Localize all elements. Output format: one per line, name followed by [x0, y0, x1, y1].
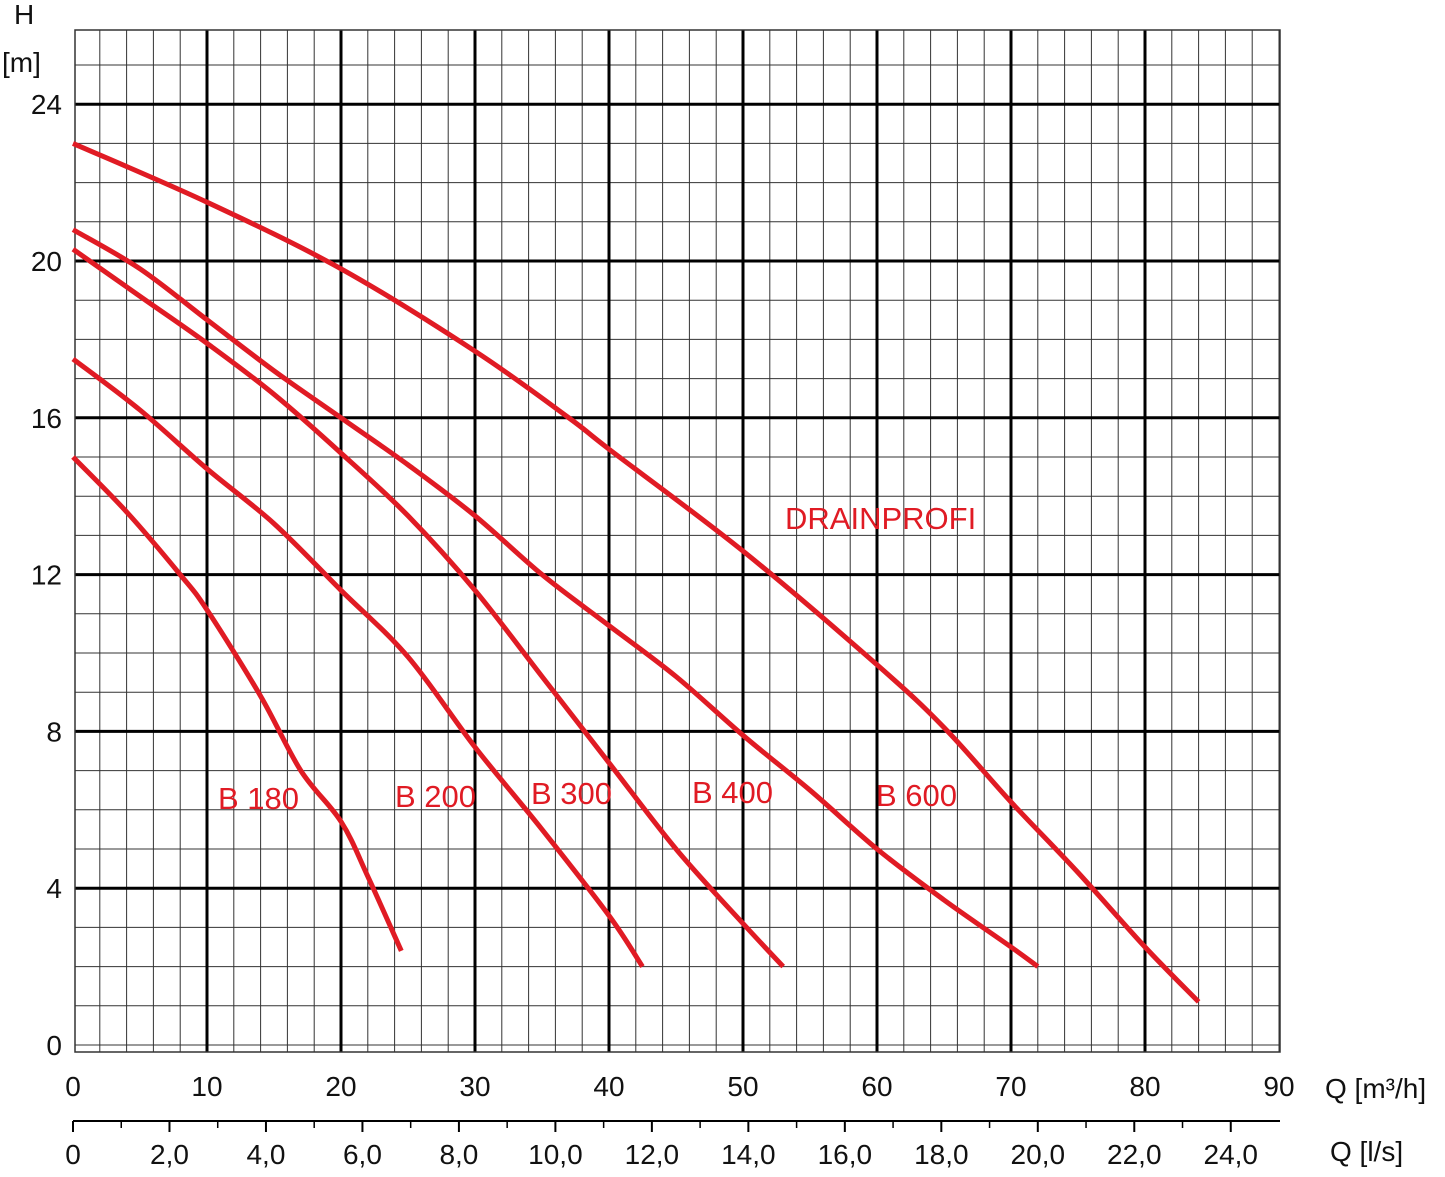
- x-tick-label: 70: [995, 1071, 1026, 1102]
- x-tick-label: 30: [459, 1071, 490, 1102]
- x-tick-label: 40: [593, 1071, 624, 1102]
- labels: H [m] Q [m³/h] Q [l/s] DRAINPROFI 0 4 8 12 1…: [2, 0, 1426, 1170]
- x2-tick-label: 8,0: [439, 1139, 478, 1170]
- x2-tick-label: 18,0: [914, 1139, 969, 1170]
- x-tick-label: 60: [861, 1071, 892, 1102]
- pump-curves: [71, 141, 1201, 1004]
- x-tick-label: 10: [191, 1071, 222, 1102]
- axes: [72, 29, 1281, 1132]
- x2-tick-label: 16,0: [818, 1139, 873, 1170]
- y-tick-label: 4: [46, 873, 62, 904]
- x-tick-label: 50: [727, 1071, 758, 1102]
- curve-label-b-600: B 600: [876, 778, 957, 813]
- x2-axis-title: Q [l/s]: [1330, 1136, 1403, 1167]
- y-tick-label: 0: [46, 1030, 62, 1061]
- y-tick-label: 20: [31, 246, 62, 277]
- x2-tick-label: 14,0: [721, 1139, 776, 1170]
- x2-tick-label: 6,0: [343, 1139, 382, 1170]
- curve-label-b-400: B 400: [692, 775, 773, 810]
- annotation-drainprofi: DRAINPROFI: [785, 501, 976, 536]
- x2-tick-label: 0: [65, 1139, 81, 1170]
- x-axis-title: Q [m³/h]: [1325, 1073, 1426, 1104]
- y-tick-label: 16: [31, 403, 62, 434]
- x2-tick-label: 20,0: [1011, 1139, 1066, 1170]
- y-axis-title: H: [14, 0, 34, 30]
- curve-b-180: [71, 455, 404, 952]
- x2-tick-label: 10,0: [528, 1139, 583, 1170]
- curve-label-b-180: B 180: [218, 781, 299, 816]
- x2-tick-label: 2,0: [150, 1139, 189, 1170]
- curve-b-200: [71, 357, 645, 968]
- x-tick-label: 20: [325, 1071, 356, 1102]
- y-tick-label: 12: [31, 560, 62, 591]
- curve-label-b-300: B 300: [531, 776, 612, 811]
- major-grid: [75, 30, 1280, 1052]
- x2-tick-label: 24,0: [1204, 1139, 1259, 1170]
- x2-tick-label: 4,0: [246, 1139, 285, 1170]
- curve-label-b-200: B 200: [395, 779, 476, 814]
- x2-tick-label: 22,0: [1107, 1139, 1162, 1170]
- plot-frame: [74, 29, 1281, 1053]
- x-tick-label: 90: [1263, 1071, 1294, 1102]
- y-tick-label: 24: [31, 89, 62, 120]
- curve-b-400: [71, 227, 1040, 969]
- x-tick-label: 0: [65, 1071, 81, 1102]
- curve-b-300: [71, 247, 786, 969]
- minor-grid: [75, 30, 1280, 1052]
- y-axis-unit: [m]: [2, 47, 41, 78]
- x2-tick-label: 12,0: [625, 1139, 680, 1170]
- x-tick-label: 80: [1129, 1071, 1160, 1102]
- curve-b-600: [71, 141, 1201, 1004]
- y-tick-label: 8: [46, 716, 62, 747]
